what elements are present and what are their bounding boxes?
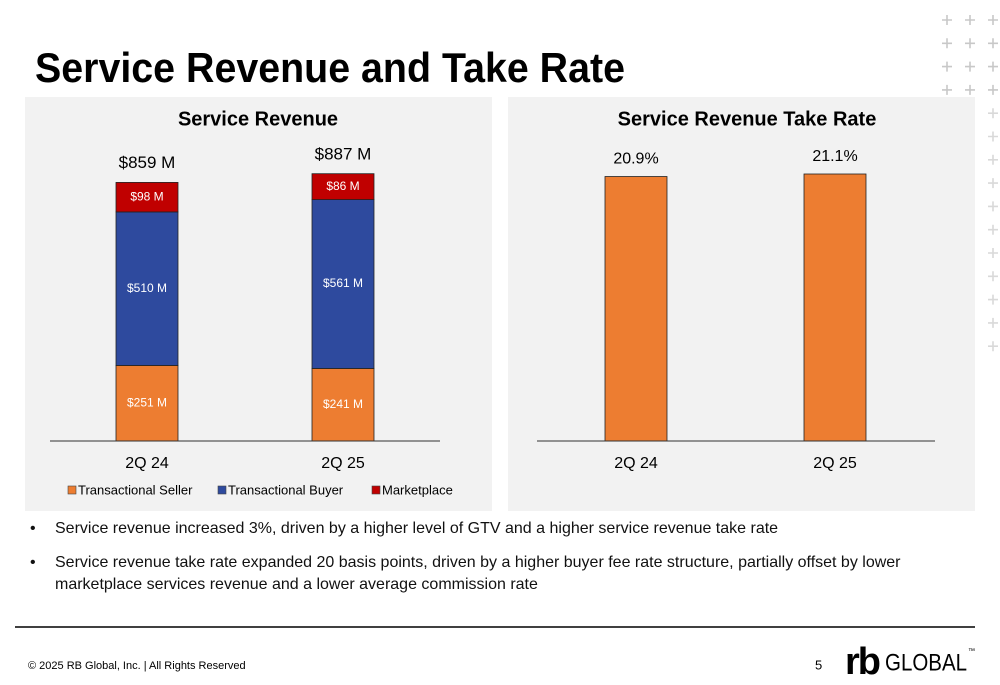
plus-sign: [942, 15, 952, 25]
plus-sign: [965, 15, 975, 25]
segment-label: $98 M: [130, 189, 163, 203]
bar: [803, 173, 867, 442]
logo-tm: ™: [968, 648, 975, 655]
plus-sign: [965, 84, 975, 95]
plus-sign: [988, 248, 998, 258]
plus-sign: [942, 84, 952, 95]
legend-label: Marketplace: [382, 482, 453, 497]
plus-sign: [988, 341, 998, 352]
plus-sign: [988, 38, 998, 49]
plus-sign: [942, 38, 952, 49]
plus-sign: [988, 294, 998, 305]
plus-sign: [988, 271, 998, 282]
legend-swatch: [67, 485, 77, 495]
legend-swatch: [371, 485, 381, 495]
plus-sign: [988, 224, 998, 235]
total-label: $859 M: [119, 153, 176, 172]
logo-mark: rb: [845, 641, 880, 683]
panel: [508, 97, 975, 511]
logo-name: GLOBAL: [885, 649, 967, 676]
plus-sign: [988, 131, 998, 142]
value-label: 21.1%: [812, 148, 857, 165]
bar-segment: [311, 368, 375, 442]
plus-sign: [988, 84, 998, 95]
decoration: [942, 15, 998, 352]
bullet: Service revenue take rate expanded 20 ba…: [30, 552, 950, 596]
bar-segment: [311, 199, 375, 369]
legend-label: Transactional Buyer: [228, 482, 344, 497]
page-number: 5: [815, 657, 822, 672]
segment-label: $251 M: [127, 395, 167, 409]
plus-sign: [988, 317, 998, 328]
plus-sign: [988, 15, 998, 25]
bar-segment: [115, 211, 179, 366]
plus-sign: [988, 108, 998, 119]
panel: [25, 97, 492, 511]
x-tick-label: 2Q 24: [614, 455, 658, 472]
bar: [604, 176, 668, 442]
value-label: 20.9%: [613, 151, 658, 168]
bar-segment: [311, 173, 375, 200]
segment-label: $561 M: [323, 276, 363, 290]
segment-label: $510 M: [127, 281, 167, 295]
x-tick-label: 2Q 24: [125, 455, 169, 472]
total-label: $887 M: [315, 144, 372, 163]
plus-sign: [988, 201, 998, 212]
plus-sign: [988, 154, 998, 165]
copyright: © 2025 RB Global, Inc. | All Rights Rese…: [28, 660, 246, 672]
plus-sign: [988, 178, 998, 189]
chart-title: Service Revenue Take Rate: [618, 108, 877, 130]
plus-sign: [988, 61, 998, 72]
x-tick-label: 2Q 25: [321, 455, 365, 472]
segment-label: $86 M: [326, 179, 359, 193]
segment-label: $241 M: [323, 397, 363, 411]
plus-sign: [965, 61, 975, 72]
legend-swatch: [217, 485, 227, 495]
chart-title: Service Revenue: [178, 108, 338, 130]
bullet-list: Service revenue increased 3%, driven by …: [30, 518, 950, 608]
bar-segment: [115, 182, 179, 213]
bullet: Service revenue increased 3%, driven by …: [30, 518, 950, 540]
slide-title: Service Revenue and Take Rate: [35, 44, 625, 91]
x-tick-label: 2Q 25: [813, 455, 857, 472]
legend-label: Transactional Seller: [78, 482, 193, 497]
plus-sign: [942, 61, 952, 72]
plus-sign: [965, 38, 975, 49]
